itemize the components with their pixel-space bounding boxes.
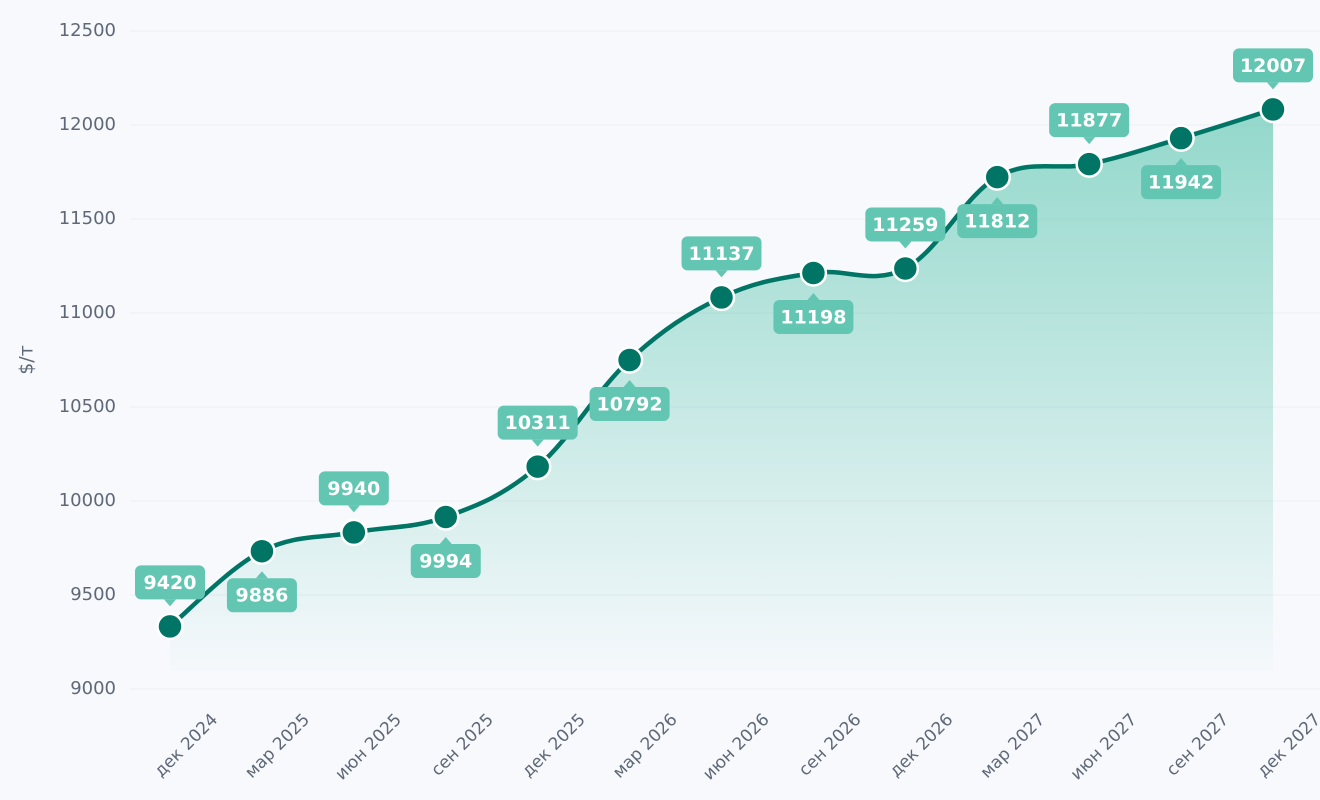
y-tick-label: 10500 (59, 396, 116, 417)
data-label: 11137 (681, 236, 762, 278)
data-point (615, 346, 644, 374)
svg-text:11137: 11137 (688, 243, 754, 265)
data-labels: 9420 9886 9940 9994 10311 10792 11137 11198 1125… (135, 48, 1313, 613)
data-point (156, 612, 184, 641)
y-tick-label: 11000 (59, 302, 116, 323)
y-tick-label: 12000 (59, 114, 116, 135)
data-label: 9886 (226, 571, 297, 613)
svg-text:11942: 11942 (1148, 172, 1214, 194)
x-tick-label: сен 2027 (1163, 710, 1233, 780)
data-point (799, 259, 828, 287)
y-axis-title: $/т (16, 345, 38, 375)
data-point (432, 503, 460, 531)
data-label: 11942 (1141, 158, 1222, 200)
area-fill (170, 109, 1273, 672)
svg-text:11259: 11259 (872, 214, 938, 236)
svg-text:9994: 9994 (419, 550, 472, 572)
x-tick-label: дек 2024 (150, 710, 222, 782)
x-tick-label: дек 2026 (886, 710, 958, 782)
data-label: 10311 (497, 405, 578, 447)
x-tick-label: июн 2027 (1067, 710, 1141, 784)
x-tick-label: мар 2027 (977, 710, 1050, 783)
svg-text:12007: 12007 (1240, 55, 1306, 77)
x-tick-label: дек 2027 (1253, 710, 1320, 782)
data-label: 11259 (865, 207, 946, 249)
data-point (1075, 150, 1103, 178)
data-label: 9940 (318, 471, 389, 513)
x-tick-label: сен 2026 (795, 710, 865, 780)
data-label: 11877 (1049, 103, 1130, 145)
y-axis-ticks: 9000 9500 10000 10500 11000 11500 12000 12500 (59, 20, 116, 699)
data-point (1259, 95, 1287, 124)
data-point (1167, 124, 1195, 152)
y-tick-label: 11500 (59, 208, 116, 229)
svg-text:11812: 11812 (964, 211, 1030, 233)
svg-text:10311: 10311 (505, 412, 571, 434)
svg-text:10792: 10792 (597, 394, 663, 416)
data-point (340, 518, 368, 547)
data-point (891, 254, 920, 283)
data-label: 10792 (589, 380, 670, 421)
x-tick-label: дек 2025 (518, 710, 590, 782)
data-point (707, 283, 736, 312)
data-points (156, 95, 1287, 641)
data-point (523, 452, 552, 481)
x-tick-label: сен 2025 (427, 710, 497, 780)
x-tick-label: мар 2025 (241, 710, 314, 783)
y-tick-label: 10000 (59, 490, 116, 511)
x-tick-label: июн 2026 (699, 710, 773, 784)
x-tick-label: мар 2026 (609, 710, 682, 783)
y-tick-label: 9000 (70, 678, 116, 699)
x-tick-label: июн 2025 (331, 710, 405, 784)
y-tick-label: 9500 (70, 584, 116, 605)
y-tick-label: 12500 (59, 20, 116, 41)
data-point (983, 163, 1011, 191)
svg-text:9940: 9940 (327, 478, 380, 500)
x-axis-ticks: дек 2024 мар 2025 июн 2025 сен 2025 дек 2025… (150, 710, 1320, 784)
data-label: 9420 (135, 565, 205, 607)
svg-text:11877: 11877 (1056, 110, 1122, 132)
svg-text:9420: 9420 (144, 572, 197, 594)
data-point (248, 537, 276, 565)
data-label: 11198 (773, 292, 854, 334)
data-label: 9994 (410, 536, 481, 578)
svg-text:9886: 9886 (235, 585, 288, 607)
data-label: 12007 (1233, 48, 1313, 90)
data-label: 11812 (957, 197, 1038, 239)
svg-text:11198: 11198 (780, 306, 846, 328)
